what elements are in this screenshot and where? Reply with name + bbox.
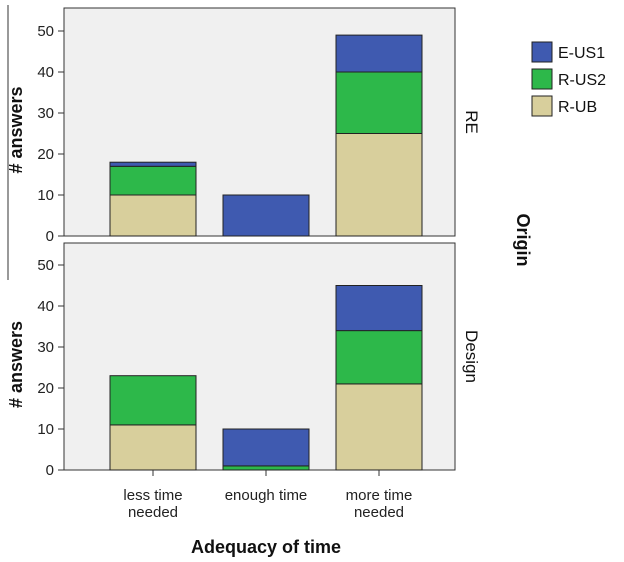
legend-label-r-ub: R-UB [558,99,597,116]
x-tick-label-line: needed [354,504,404,521]
y-tick-label: 30 [37,339,54,356]
y-tick-label: 50 [37,23,54,40]
x-tick-label-line: enough time [225,487,308,504]
y-tick-label: 30 [37,105,54,122]
bar-segment-r-us2 [109,165,197,196]
legend-label-e-us1: E-US1 [558,45,605,62]
bar-segment-e-us1 [109,161,197,167]
y-tick-label: 40 [37,64,54,81]
bar-segment-e-us1 [222,428,310,467]
legend-swatch-e-us1 [531,41,553,63]
bar-segment-e-us1 [335,285,423,332]
bar-segment-r-ub [109,424,197,471]
bar-segment-r-ub [335,383,423,471]
legend-label-r-us2: R-US2 [558,72,606,89]
panel-re: 0 10 20 30 40 50 RE # answers [6,7,481,245]
x-tick-label-line: less time [123,487,182,504]
y-tick-label: 50 [37,257,54,274]
x-tick-label: more time needed [346,487,413,521]
x-tick-label: less time needed [123,487,182,521]
facet-label-re: RE [462,110,481,134]
bar-segment-e-us1 [335,34,423,73]
chart-panels: 0 10 20 30 40 50 RE # answers 0 10 20 30 40 50 Design #… [6,5,481,479]
y-tick-label: 0 [46,228,54,245]
x-tick-label-line: more time [346,487,413,504]
y-tick-label: 40 [37,298,54,315]
bar-segment-r-us2 [335,71,423,134]
bar-segment-r-ub [335,133,423,237]
bar-segment-r-us2 [109,375,197,426]
y-tick-label: 10 [37,187,54,204]
legend: E-US1 R-US2 R-UB [531,41,606,117]
y-tick-label: 20 [37,380,54,397]
y-axis-title: # answers [6,321,26,408]
y-axis-title: # answers [6,86,26,173]
y-tick-label: 10 [37,421,54,438]
bar-segment-r-ub [109,194,197,237]
bar-segment-e-us1 [222,194,310,237]
y-tick-label: 0 [46,462,54,479]
legend-swatch-r-ub [531,95,553,117]
legend-swatch-r-us2 [531,68,553,90]
y-tick-label: 20 [37,146,54,163]
x-tick-label-line: needed [128,504,178,521]
facet-title: Origin [513,214,533,267]
bar-segment-r-us2 [222,465,310,471]
facet-label-design: Design [462,330,481,383]
x-axis-title: Adequacy of time [191,537,341,557]
x-tick-label: enough time [225,487,308,504]
bar-segment-r-us2 [335,330,423,385]
panel-design: 0 10 20 30 40 50 Design # answers [6,242,481,479]
